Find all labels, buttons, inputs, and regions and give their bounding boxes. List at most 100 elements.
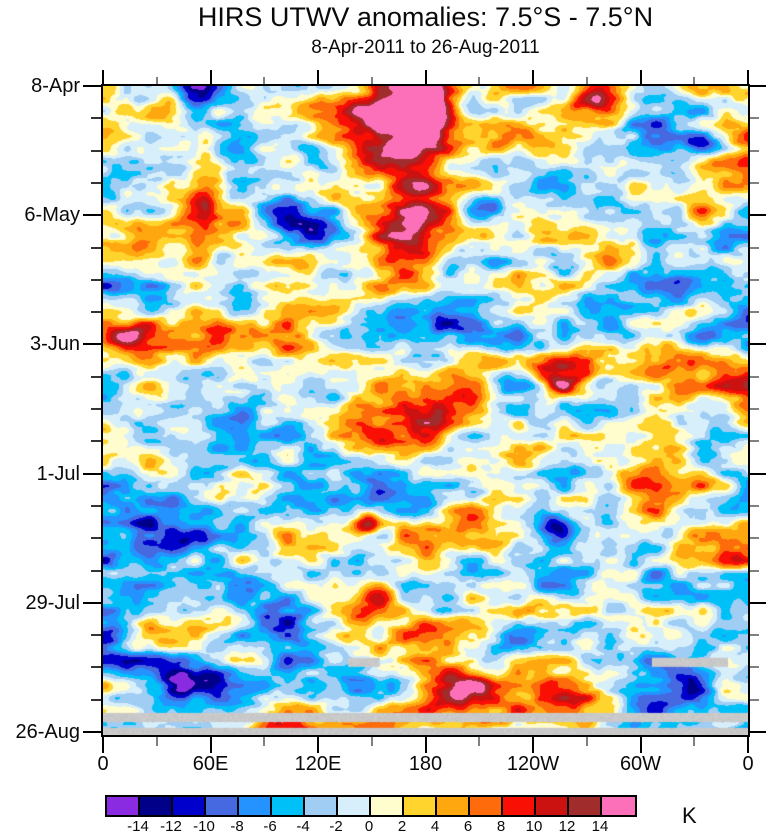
- colorbar-cell: [338, 797, 371, 815]
- y-axis-tick-label: 6-May: [24, 204, 80, 227]
- y-major-tick-right: [750, 343, 766, 346]
- x-minor-tick-top: [155, 77, 158, 84]
- y-major-tick-left: [83, 601, 101, 604]
- plot-frame: [101, 84, 750, 737]
- y-minor-tick-left: [91, 440, 101, 443]
- y-minor-tick-left: [91, 278, 101, 281]
- y-major-tick-right: [750, 601, 766, 604]
- y-minor-tick-right: [750, 375, 759, 378]
- colorbar-cell: [437, 797, 470, 815]
- x-minor-tick-top: [370, 77, 373, 84]
- colorbar-cell: [371, 797, 404, 815]
- y-minor-tick-left: [91, 537, 101, 540]
- colorbar-tick-label: 8: [496, 818, 506, 834]
- x-major-tick-top: [639, 70, 642, 84]
- x-major-tick-top: [209, 70, 212, 84]
- x-minor-tick-bottom: [263, 737, 266, 746]
- colorbar-tick-label: -6: [263, 818, 277, 834]
- chart-title: HIRS UTWV anomalies: 7.5°S - 7.5°N: [197, 2, 654, 32]
- x-major-tick-bottom: [102, 737, 104, 753]
- colorbar-tick-label: -14: [127, 818, 149, 834]
- colorbar-tick-label: -4: [296, 818, 310, 834]
- heatmap-canvas: [103, 86, 748, 735]
- x-minor-tick-top: [585, 77, 588, 84]
- colorbar-tick-label: 14: [591, 818, 609, 834]
- colorbar-cell: [173, 797, 206, 815]
- y-major-tick-right: [750, 85, 766, 87]
- colorbar-cell: [503, 797, 536, 815]
- y-major-tick-right: [750, 472, 766, 475]
- y-axis-tick-label: 3-Jun: [29, 333, 80, 356]
- y-major-tick-right: [750, 731, 766, 733]
- y-minor-tick-left: [91, 149, 101, 152]
- y-minor-tick-left: [91, 666, 101, 669]
- y-minor-tick-right: [750, 634, 759, 637]
- x-axis-tick-label: 0: [97, 753, 109, 775]
- y-major-tick-left: [83, 85, 101, 87]
- y-minor-tick-left: [91, 375, 101, 378]
- x-minor-tick-top: [263, 77, 266, 84]
- y-minor-tick-left: [91, 181, 101, 184]
- colorbar-tick-label: 12: [558, 818, 576, 834]
- units-label: K: [682, 803, 697, 828]
- y-minor-tick-left: [91, 246, 101, 249]
- x-major-tick-top: [317, 70, 319, 84]
- colorbar: [105, 795, 637, 817]
- y-axis-tick-label: 26-Aug: [15, 721, 81, 743]
- y-major-tick-left: [83, 731, 101, 733]
- colorbar-tick-label: 0: [364, 818, 374, 834]
- y-minor-tick-left: [91, 311, 101, 314]
- colorbar-tick-label: -10: [193, 818, 215, 834]
- colorbar-cell: [305, 797, 338, 815]
- colorbar-cell: [536, 797, 569, 815]
- colorbar-cell: [140, 797, 173, 815]
- x-minor-tick-top: [478, 77, 481, 84]
- colorbar-tick-label: 6: [463, 818, 473, 834]
- y-minor-tick-right: [750, 246, 759, 249]
- x-major-tick-bottom: [532, 737, 534, 753]
- chart-subtitle: 8-Apr-2011 to 26-Aug-2011: [311, 37, 540, 58]
- x-major-tick-bottom: [747, 737, 749, 753]
- y-axis-tick-label: 1-Jul: [36, 462, 80, 485]
- x-axis-tick-label: 120E: [294, 753, 342, 775]
- y-minor-tick-right: [750, 117, 759, 120]
- y-minor-tick-right: [750, 537, 759, 540]
- colorbar-tick-label: 4: [430, 818, 440, 834]
- x-major-tick-bottom: [317, 737, 319, 753]
- x-minor-tick-top: [693, 77, 696, 84]
- y-minor-tick-right: [750, 149, 759, 152]
- colorbar-tick-label: -2: [329, 818, 343, 834]
- x-major-tick-bottom: [639, 737, 642, 753]
- colorbar-cell: [404, 797, 437, 815]
- x-minor-tick-bottom: [370, 737, 373, 746]
- colorbar-tick-label: 10: [525, 818, 543, 834]
- colorbar-tick-label: -12: [160, 818, 182, 834]
- y-major-tick-right: [750, 214, 766, 217]
- x-minor-tick-bottom: [693, 737, 696, 746]
- x-major-tick-top: [424, 70, 427, 84]
- x-major-tick-top: [532, 70, 534, 84]
- colorbar-tick-label: 2: [397, 818, 407, 834]
- colorbar-cell: [602, 797, 635, 815]
- y-minor-tick-left: [91, 569, 101, 572]
- y-minor-tick-left: [91, 634, 101, 637]
- y-minor-tick-right: [750, 408, 759, 410]
- colorbar-cell: [239, 797, 272, 815]
- x-major-tick-top: [747, 70, 749, 84]
- x-axis-tick-label: 0: [742, 753, 754, 775]
- colorbar-cell: [206, 797, 239, 815]
- y-minor-tick-right: [750, 311, 759, 314]
- y-minor-tick-right: [750, 181, 759, 184]
- y-axis-tick-label: 8-Apr: [31, 75, 80, 97]
- x-minor-tick-bottom: [155, 737, 158, 746]
- x-minor-tick-bottom: [478, 737, 481, 746]
- colorbar-cell: [470, 797, 503, 815]
- x-axis-tick-label: 60W: [619, 753, 662, 775]
- colorbar-cell: [107, 797, 140, 815]
- x-major-tick-top: [102, 70, 104, 84]
- y-minor-tick-right: [750, 440, 759, 443]
- x-major-tick-bottom: [424, 737, 427, 753]
- y-minor-tick-right: [750, 569, 759, 572]
- y-minor-tick-right: [750, 278, 759, 281]
